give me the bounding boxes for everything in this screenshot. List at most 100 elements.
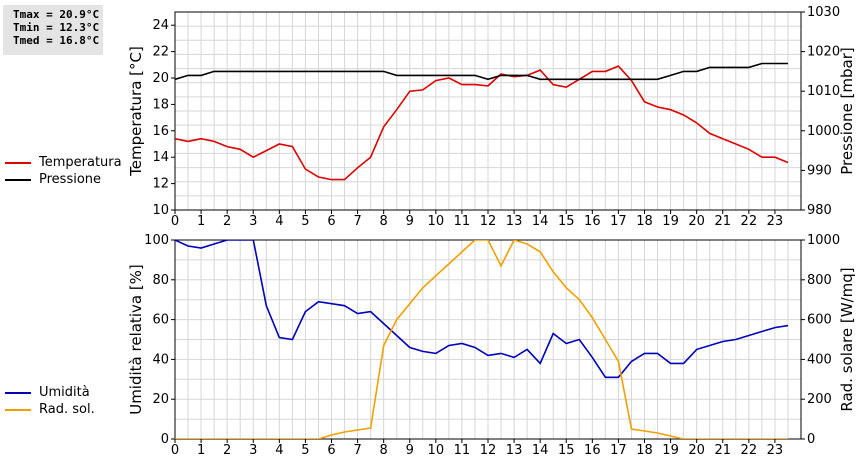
x-tick-label: 18 (636, 443, 653, 458)
x-tick-label: 4 (275, 214, 283, 229)
x-tick-label: 11 (454, 214, 471, 229)
stats-box: Tmax = 20.9°C Tmin = 12.3°C Tmed = 16.8°… (3, 5, 103, 55)
y2-axis-label: Rad. solare [W/mq] (838, 267, 856, 411)
legend-swatch-umidita (5, 391, 31, 394)
x-tick-label: 1 (197, 443, 205, 458)
legend-label-pressione: Pressione (39, 172, 102, 187)
y-tick-label: 24 (152, 18, 169, 33)
legend-swatch-pressione (5, 178, 31, 181)
legend-item-pressione: Pressione (5, 171, 122, 188)
legend-item-temperatura: Temperatura (5, 154, 122, 171)
series-line-pressione (175, 62, 788, 81)
x-tick-label: 2 (223, 214, 231, 229)
y-tick-label: 22 (152, 45, 169, 60)
x-tick-label: 17 (610, 214, 627, 229)
x-tick-label: 10 (428, 443, 445, 458)
x-tick-label: 6 (327, 443, 335, 458)
y2-tick-label: 1010 (807, 84, 840, 99)
x-tick-label: 20 (688, 214, 705, 229)
x-tick-label: 23 (767, 214, 784, 229)
chart-panel-2: 0 1 2 3 4 5 6 7 8 9 10 11 12 13 14 15 16 17 18 19 20 21 22 2302… (127, 233, 856, 458)
x-tick-label: 5 (301, 214, 309, 229)
legend-swatch-temperatura (5, 161, 31, 164)
y-tick-label: 20 (152, 392, 169, 407)
x-tick-label: 20 (688, 443, 705, 458)
y2-axis-label: Pressione [mbar] (838, 47, 856, 175)
x-tick-label: 8 (380, 443, 388, 458)
y-tick-label: 14 (152, 150, 169, 165)
x-tick-label: 2 (223, 443, 231, 458)
y2-tick-label: 400 (807, 352, 832, 367)
x-tick-label: 21 (714, 443, 731, 458)
series-line-temperatura (175, 65, 789, 181)
y-tick-label: 100 (144, 233, 169, 248)
x-tick-label: 22 (741, 214, 758, 229)
legend-item-umidita: Umidità (5, 384, 95, 401)
x-tick-label: 8 (380, 214, 388, 229)
x-tick-label: 17 (610, 443, 627, 458)
y2-tick-label: 0 (807, 432, 815, 447)
y2-tick-label: 1020 (807, 45, 840, 60)
y2-tick-label: 1000 (807, 233, 840, 248)
y2-tick-label: 800 (807, 273, 832, 288)
y-tick-label: 12 (152, 177, 169, 192)
x-tick-label: 5 (301, 443, 309, 458)
y-tick-label: 20 (152, 71, 169, 86)
y-tick-label: 18 (152, 97, 169, 112)
y2-tick-label: 990 (807, 163, 832, 178)
y-tick-label: 0 (161, 432, 169, 447)
y-tick-label: 80 (152, 273, 169, 288)
x-tick-label: 1 (197, 214, 205, 229)
x-tick-label: 12 (480, 443, 497, 458)
x-tick-label: 16 (584, 214, 601, 229)
x-tick-label: 9 (406, 443, 414, 458)
x-tick-label: 7 (353, 443, 361, 458)
y2-tick-label: 1030 (807, 5, 840, 20)
y2-tick-label: 600 (807, 313, 832, 328)
legend-top: Temperatura Pressione (5, 154, 122, 188)
legend-label-umidita: Umidità (39, 385, 90, 400)
legend-bottom: Umidità Rad. sol. (5, 384, 95, 418)
x-tick-label: 14 (532, 443, 549, 458)
tmax-text: Tmax = 20.9°C (13, 8, 100, 21)
x-tick-label: 0 (171, 214, 179, 229)
tmin-text: Tmin = 12.3°C (13, 21, 100, 34)
legend-swatch-rad-sol (5, 408, 31, 411)
x-tick-label: 19 (662, 214, 679, 229)
x-tick-label: 18 (636, 214, 653, 229)
y-tick-label: 40 (152, 352, 169, 367)
series-line-umidita (175, 240, 789, 379)
x-tick-label: 13 (506, 443, 523, 458)
x-tick-label: 12 (480, 214, 497, 229)
x-tick-label: 15 (558, 443, 575, 458)
x-tick-label: 4 (275, 443, 283, 458)
legend-label-rad-sol: Rad. sol. (39, 402, 95, 417)
x-tick-label: 6 (327, 214, 335, 229)
y-axis-label: Umidità relativa [%] (127, 264, 145, 415)
x-tick-label: 7 (353, 214, 361, 229)
chart-panel-1: 0 1 2 3 4 5 6 7 8 9 10 11 12 13 14 15 16 17 18 19 20 21 22 2310… (127, 5, 856, 229)
x-tick-label: 14 (532, 214, 549, 229)
legend-item-rad-sol: Rad. sol. (5, 401, 95, 418)
tmed-text: Tmed = 16.8°C (13, 34, 100, 47)
x-tick-label: 19 (662, 443, 679, 458)
y-axis-label: Temperatura [°C] (127, 46, 145, 177)
x-tick-label: 22 (741, 443, 758, 458)
x-tick-label: 3 (249, 443, 257, 458)
y-tick-label: 60 (152, 313, 169, 328)
x-tick-label: 15 (558, 214, 575, 229)
x-tick-label: 16 (584, 443, 601, 458)
x-tick-label: 10 (428, 214, 445, 229)
x-tick-label: 3 (249, 214, 257, 229)
x-tick-label: 13 (506, 214, 523, 229)
y-tick-label: 10 (152, 203, 169, 218)
y2-tick-label: 980 (807, 203, 832, 218)
y2-tick-label: 1000 (807, 124, 840, 139)
x-tick-label: 0 (171, 443, 179, 458)
x-tick-label: 21 (714, 214, 731, 229)
y2-tick-label: 200 (807, 392, 832, 407)
legend-label-temperatura: Temperatura (39, 155, 122, 170)
x-tick-label: 11 (454, 443, 471, 458)
x-tick-label: 9 (406, 214, 414, 229)
